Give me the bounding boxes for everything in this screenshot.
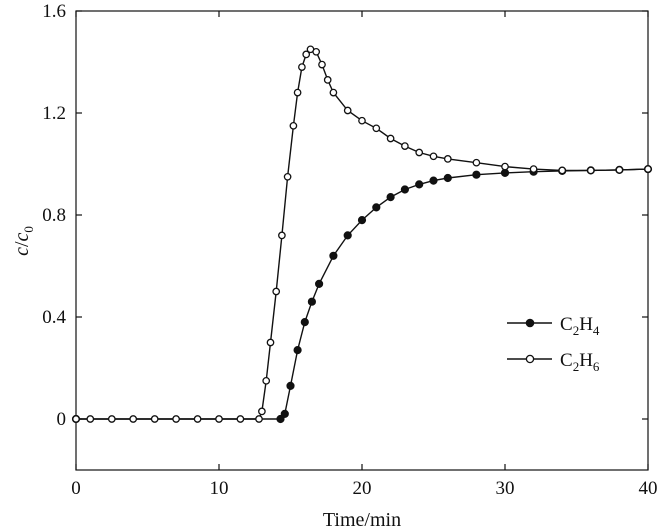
legend-item-c2h4: C2H4 — [507, 314, 600, 338]
data-point-c2h6 — [443, 155, 452, 163]
data-point-c2h6 — [150, 415, 159, 423]
data-point-c2h4 — [300, 318, 309, 327]
series-c2h4 — [71, 165, 653, 424]
data-point-c2h6 — [266, 338, 275, 347]
data-point-c2h4 — [372, 203, 381, 212]
legend-label-c2h6: C2H6 — [560, 350, 600, 374]
data-point-c2h4 — [315, 279, 324, 288]
data-point-c2h4 — [276, 414, 285, 424]
data-point-c2h6 — [501, 162, 509, 171]
y-tick-label: 0.8 — [42, 205, 66, 226]
x-tick-label: 40 — [639, 478, 658, 499]
data-point-c2h6 — [386, 134, 395, 143]
data-point-c2h6 — [283, 172, 292, 181]
y-axis-label: c/c0 — [11, 226, 36, 256]
data-point-c2h6 — [72, 415, 80, 423]
data-point-c2h6 — [215, 415, 223, 423]
plot-frame — [75, 10, 649, 471]
data-point-c2h6 — [302, 50, 311, 59]
data-point-c2h4 — [443, 173, 452, 183]
x-tick-label: 0 — [71, 478, 81, 499]
data-point-c2h6 — [193, 415, 202, 423]
data-point-c2h6 — [586, 166, 595, 175]
data-point-c2h6 — [615, 166, 624, 174]
legend-item-c2h6: C2H6 — [507, 350, 600, 374]
legend-marker-c2h6 — [525, 354, 535, 364]
data-point-c2h6 — [298, 63, 306, 71]
data-point-c2h4 — [343, 231, 352, 240]
legend-label-c2h4: C2H4 — [560, 314, 600, 338]
axis-ticks: 0 10 20 30 40 0 0.4 0.8 1.2 1.6 — [42, 1, 657, 499]
data-point-c2h4 — [415, 180, 424, 189]
data-point-c2h4 — [280, 409, 289, 418]
legend-marker-c2h4 — [525, 318, 535, 328]
series-c2h6 — [72, 45, 652, 423]
data-point-c2h6 — [358, 116, 366, 125]
data-point-c2h4 — [286, 381, 295, 390]
data-point-c2h6 — [472, 158, 481, 167]
data-point-c2h6 — [323, 76, 332, 84]
data-point-c2h6 — [293, 88, 302, 97]
data-point-c2h6 — [236, 415, 245, 423]
data-point-c2h6 — [258, 407, 266, 416]
data-point-c2h6 — [644, 165, 652, 173]
data-point-c2h6 — [289, 121, 298, 130]
series-layer — [71, 45, 653, 424]
data-point-c2h6 — [272, 287, 281, 296]
data-point-c2h6 — [429, 152, 438, 161]
data-point-c2h4 — [357, 216, 367, 225]
data-point-c2h6 — [107, 415, 116, 423]
data-point-c2h4 — [400, 185, 409, 194]
data-point-c2h6 — [318, 60, 326, 69]
data-point-c2h4 — [386, 193, 395, 202]
y-tick-label: 1.6 — [42, 1, 66, 22]
data-point-c2h4 — [329, 251, 338, 260]
data-point-c2h6 — [312, 47, 321, 56]
x-tick-label: 10 — [210, 478, 229, 499]
data-point-c2h6 — [262, 376, 271, 385]
data-point-c2h6 — [529, 165, 538, 173]
data-point-c2h6 — [558, 166, 567, 175]
data-point-c2h6 — [415, 148, 424, 157]
legend: C2H4 C2H6 — [507, 314, 600, 374]
data-point-c2h4 — [429, 176, 438, 185]
data-point-c2h4 — [307, 297, 316, 306]
data-point-c2h6 — [329, 88, 338, 97]
data-point-c2h6 — [255, 415, 263, 423]
x-axis-label: Time/min — [323, 509, 401, 531]
y-tick-label: 1.2 — [42, 103, 66, 124]
x-tick-label: 30 — [496, 478, 515, 499]
series-line-c2h4 — [76, 168, 649, 420]
data-point-c2h4 — [293, 346, 302, 355]
data-point-c2h6 — [372, 124, 381, 133]
data-point-c2h6 — [129, 415, 138, 423]
y-tick-label: 0 — [57, 409, 67, 430]
data-point-c2h4 — [472, 170, 481, 179]
data-point-c2h6 — [343, 106, 352, 115]
data-point-c2h6 — [172, 415, 180, 423]
data-point-c2h6 — [278, 231, 286, 240]
x-tick-label: 20 — [353, 478, 372, 499]
data-point-c2h6 — [86, 415, 95, 423]
y-tick-label: 0.4 — [42, 307, 66, 328]
data-point-c2h6 — [401, 142, 409, 150]
